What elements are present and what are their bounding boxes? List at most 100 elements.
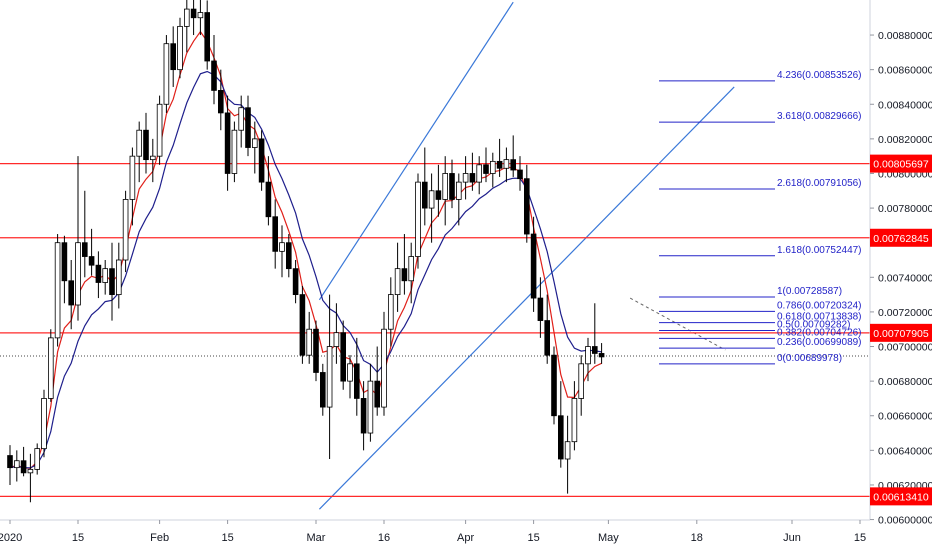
candle-body [82,242,88,257]
level-price-tag [870,323,932,342]
price-tick-label: 0.00840000 [878,99,932,111]
fib-label: 0.618(0.00713838) [777,312,862,323]
candle-body [217,90,224,114]
price-tick-label: 0.00700000 [878,342,932,354]
fib-label: 1.618(0.00752447) [777,245,862,256]
candle-body [408,256,414,282]
candle-body [7,455,13,469]
candle-body [211,60,217,91]
candle-body [435,190,442,200]
price-labels-layer: 0.00805697 0.00762845 0.00707905 0.00613410 [870,154,932,506]
price-tick-label: 0.00640000 [878,445,932,457]
candle-body [48,337,54,399]
time-tick-label: 2020 [0,532,22,544]
price-tick-label: 0.00820000 [878,134,932,146]
candle-body [122,199,129,261]
candle-body [503,159,510,169]
time-tick-label: 15 [854,532,866,544]
candle-body [462,173,469,183]
candle-body [381,328,387,408]
fib-label: 1(0.00728587) [777,286,842,297]
candle-body [367,380,374,434]
time-tick-label: 18 [691,532,703,544]
time-tick-label: 16 [378,532,390,544]
candle-body [340,332,346,382]
candle-body [394,268,401,296]
price-tick-label: 0.00740000 [878,272,932,284]
candle-body [401,268,408,282]
candles-layer [7,0,605,503]
candle-body [517,169,523,180]
candle-body [197,12,204,19]
candle-body [483,164,489,174]
fib-label: 0(0.00689978) [777,353,842,364]
candle-body [374,380,380,408]
candle-body [238,107,245,131]
candle-body [360,398,367,434]
candle-body [41,398,47,450]
ema-fast-line [9,30,602,470]
channel-lower-line [318,86,735,510]
candle-body [585,346,591,365]
candle-body [442,173,448,200]
candle-body [415,181,421,257]
price-tick-label: 0.00780000 [878,203,932,215]
candle-body [136,129,143,157]
time-axis[interactable]: 2020 15 Feb 15 Mar 16 Apr 15 May 18 Jun 15 [0,519,870,544]
candle-body [571,398,578,443]
candle-body [524,178,530,235]
candle-body [279,242,285,252]
candle-body [469,173,476,183]
candle-body [129,155,136,200]
candle-body [109,268,115,296]
candle-body [347,363,353,382]
candle-body [61,242,68,282]
price-tick-label: 0.00660000 [878,411,932,423]
candle-body [143,129,149,161]
candle-body [353,363,360,399]
level-price-tag [870,228,932,247]
time-tick-label: 15 [527,532,539,544]
candle-body [272,216,278,252]
candle-body [326,346,333,408]
candle-body [177,25,183,71]
candle-body [449,173,455,200]
candle-body [149,155,156,161]
candle-body [183,8,190,27]
candle-body [592,346,598,354]
candle-body [116,259,122,296]
candle-body [387,294,394,330]
candle-body [333,332,340,347]
candle-body [421,181,428,209]
candle-body [13,460,20,469]
candle-body [285,242,292,270]
candle-body [544,320,550,356]
time-tick-label: Jun [783,532,801,544]
channel-upper-line [318,1,514,301]
ema-slow-line [9,70,602,469]
fib-label: 0.236(0.00699089) [777,337,862,348]
candle-body [68,280,75,306]
candle-body [313,328,319,373]
price-axis[interactable]: 0.006000000.006200000.006400000.00660000… [869,0,932,527]
time-tick-label: Mar [307,532,326,544]
candle-body [551,354,557,417]
candle-body [558,415,564,460]
candle-body [88,256,95,266]
candle-body [510,159,516,171]
level-price-tag [870,154,932,173]
level-price-label: 0.00707905 [873,328,929,340]
candle-body [476,164,482,183]
candle-body [319,372,326,408]
candle-body [251,138,258,148]
candle-body [292,268,299,296]
price-tick-label: 0.00600000 [878,515,932,527]
candle-body [598,353,605,358]
fib-label: 4.236(0.00853526) [777,70,862,81]
candle-body [428,190,435,209]
fib-layer: 4.236(0.00853526) 3.618(0.00829666) 2.618(… [659,70,862,365]
candle-body [564,441,571,460]
time-tick-label: Feb [150,532,169,544]
candle-body [54,242,61,339]
